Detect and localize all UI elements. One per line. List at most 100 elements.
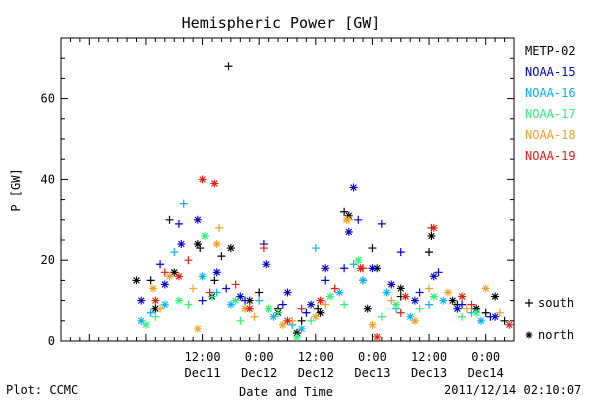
north-point (427, 231, 436, 240)
north-point (231, 296, 240, 305)
north-point (160, 280, 169, 289)
north-point (344, 227, 353, 236)
south-point (174, 219, 183, 228)
y-axis-label: P [GW] (9, 168, 23, 211)
north-point (283, 316, 292, 325)
south-point (354, 215, 363, 224)
north-point (382, 288, 391, 297)
y-tick-label: 20 (41, 253, 55, 267)
marker-legend: south north (525, 296, 574, 342)
south-point (198, 296, 207, 305)
south-point (236, 316, 245, 325)
north-point (401, 292, 410, 301)
south-point (250, 312, 259, 321)
south-point (387, 296, 396, 305)
north-point (472, 304, 481, 313)
north-point (210, 179, 219, 188)
north-point (245, 296, 254, 305)
north-point (373, 264, 382, 273)
north-point (151, 296, 160, 305)
north-point (368, 320, 377, 329)
north-point (439, 296, 448, 305)
south-point (215, 223, 224, 232)
series-metp-02 (132, 62, 509, 337)
south-point (196, 244, 205, 253)
south-point (184, 300, 193, 309)
north-point (241, 304, 250, 313)
x-tick-time-label: 12:00 (298, 350, 334, 364)
legend-entry: NOAA-16 (525, 86, 576, 100)
north-point (321, 264, 330, 273)
north-point (292, 332, 301, 341)
south-point (255, 288, 264, 297)
north-point (349, 183, 358, 192)
south-point (321, 300, 330, 309)
x-tick-date-label: Dec12 (241, 366, 277, 380)
legend-entry: NOAA-18 (525, 128, 576, 142)
south-point (208, 292, 216, 301)
series-noaa-16 (137, 199, 485, 333)
north-point (165, 272, 174, 281)
x-axis: 12:00 Dec11 0:00 Dec12 12:00 Dec12 0:00 Dec13 12… (69, 38, 506, 380)
x-tick-date-label: Dec11 (185, 366, 221, 380)
north-point (396, 284, 405, 293)
north-point (410, 296, 419, 305)
north-point (307, 300, 316, 309)
south-point (212, 288, 221, 297)
north-point (458, 292, 467, 301)
south-point (425, 300, 434, 309)
series-noaa-19 (151, 175, 514, 341)
south-point (377, 312, 386, 321)
south-point (302, 308, 311, 317)
south-point (210, 276, 219, 285)
north-point (505, 320, 514, 329)
south-point (255, 296, 264, 305)
north-point (236, 292, 245, 301)
south-point (259, 244, 268, 253)
x-tick-time-label: 12:00 (185, 350, 221, 364)
north-point (429, 292, 438, 301)
south-point (311, 244, 320, 253)
north-point (170, 268, 179, 277)
marker-legend-label: south (538, 296, 574, 310)
north-point (335, 288, 344, 297)
north-point (325, 292, 334, 301)
north-point (448, 296, 457, 305)
south-point (481, 308, 490, 317)
south-point (377, 219, 386, 228)
south-point (434, 268, 443, 277)
south-point (156, 304, 165, 313)
south-point (321, 276, 330, 285)
series-noaa-18 (149, 215, 504, 333)
north-point (472, 308, 481, 317)
south-point (307, 316, 316, 325)
north-point (137, 296, 146, 305)
north-point (141, 320, 150, 329)
north-point (368, 264, 377, 273)
south-point (184, 256, 193, 265)
south-point (217, 252, 226, 261)
south-point (205, 288, 214, 297)
north-point (453, 304, 462, 313)
x-tick-date-label: Dec14 (468, 366, 504, 380)
south-point (500, 316, 509, 325)
north-point (160, 300, 169, 309)
south-point (368, 244, 377, 253)
south-point (458, 312, 467, 321)
south-point (462, 304, 471, 313)
north-point (226, 300, 235, 309)
south-point (297, 316, 306, 325)
south-point (222, 284, 231, 293)
x-tick-time-label: 12:00 (411, 350, 447, 364)
legend: METP-02 NOAA-15 NOAA-16 NOAA-17 NOAA-18 NOAA-… (525, 44, 576, 163)
north-point (387, 280, 396, 289)
north-point (476, 316, 485, 325)
south-point (415, 304, 424, 313)
north-point (292, 328, 301, 337)
x-tick-time-label: 0:00 (471, 350, 500, 364)
y-tick-label: 60 (41, 92, 55, 106)
north-point (198, 272, 207, 281)
north-point (342, 215, 351, 224)
chart-title: Hemispheric Power [GW] (182, 14, 381, 32)
south-point (349, 260, 358, 269)
